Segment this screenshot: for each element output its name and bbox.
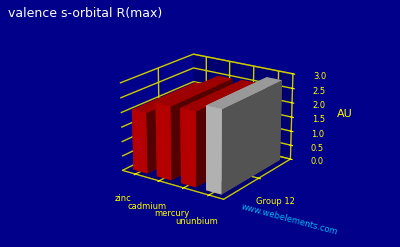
Text: www.webelements.com: www.webelements.com xyxy=(240,202,339,237)
Text: valence s-orbital R(max): valence s-orbital R(max) xyxy=(8,7,162,21)
